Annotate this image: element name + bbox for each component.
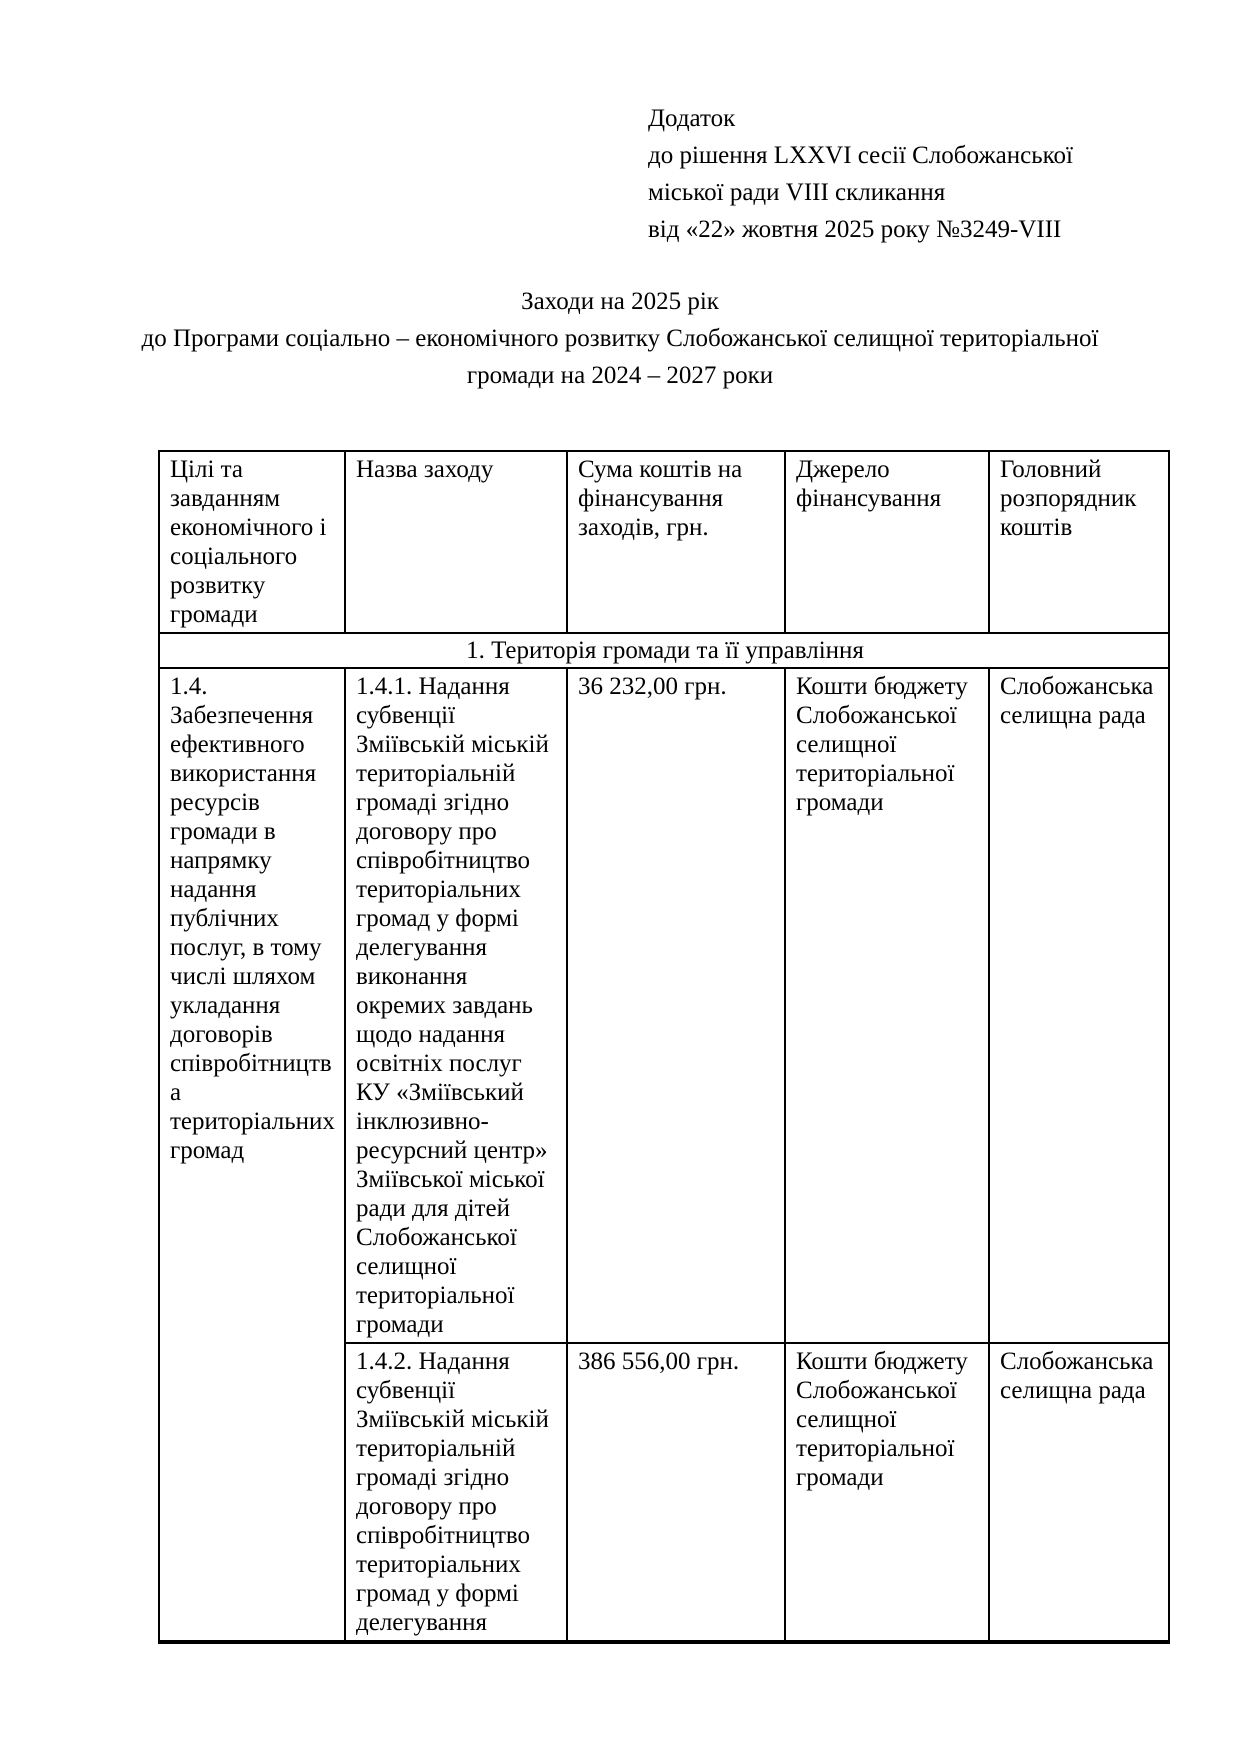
table-row: 1.4.2. Надання субвенції Зміївській місь… [159, 1342, 1170, 1643]
annex-line: до рішення LXXVI сесії Слобожанської [648, 142, 1073, 169]
header-measure-name: Назва заходу [344, 450, 568, 634]
measure-cell: 1.4.2. Надання субвенції Зміївській місь… [344, 1342, 568, 1643]
fund-manager-cell: Слобожанська селищна рада [988, 667, 1170, 1344]
title-line-2: до Програми соціально – економічного роз… [141, 325, 1099, 389]
amount-cell: 36 232,00 грн. [566, 667, 786, 1344]
funding-source-cell: Кошти бюджету Слобожанської селищної тер… [784, 667, 990, 1344]
title-line-1: Заходи на 2025 рік [521, 288, 719, 315]
annex-line: від «22» жовтня 2025 року №3249-VIII [648, 216, 1062, 243]
measure-cell: 1.4.1. Надання субвенції Зміївській місь… [344, 667, 568, 1344]
amount-cell: 386 556,00 грн. [566, 1342, 786, 1643]
document-title: Заходи на 2025 рік до Програми соціально… [120, 283, 1120, 394]
section-row: 1. Територія громади та її управління [158, 632, 1170, 669]
header-funding-source: Джерело фінансування [784, 450, 990, 634]
table-row: 1.4. Забезпечення ефективного використан… [158, 667, 1170, 1643]
header-goals: Цілі та завданням економічного і соціаль… [158, 450, 346, 634]
annex-line: міської ради VIII скликання [648, 179, 946, 206]
table-header-row: Цілі та завданням економічного і соціаль… [158, 450, 1170, 634]
goal-cell: 1.4. Забезпечення ефективного використан… [158, 667, 346, 1643]
measures-table: Цілі та завданням економічного і соціаль… [158, 450, 1170, 1644]
funding-source-cell: Кошти бюджету Слобожанської селищної тер… [784, 1342, 990, 1643]
header-fund-manager: Головний розпорядник коштів [988, 450, 1170, 634]
annex-line: Додаток [648, 105, 736, 132]
fund-manager-cell: Слобожанська селищна рада [988, 1342, 1170, 1643]
section-title: 1. Територія громади та її управління [158, 632, 1170, 669]
header-amount: Сума коштів на фінансування заходів, грн… [566, 450, 786, 634]
annex-header: Додаток до рішення LXXVI сесії Слобожанс… [648, 100, 1073, 248]
